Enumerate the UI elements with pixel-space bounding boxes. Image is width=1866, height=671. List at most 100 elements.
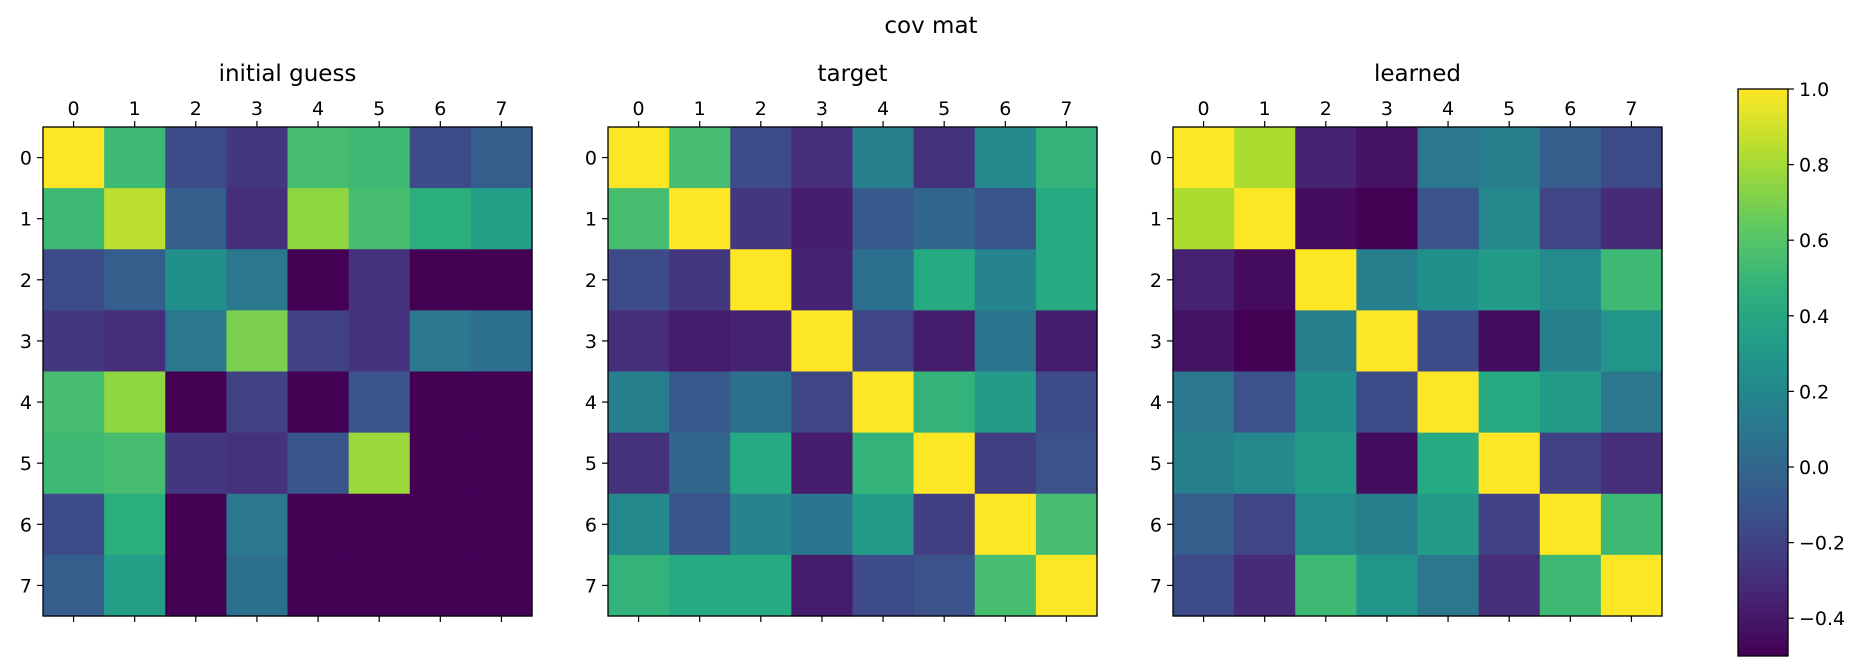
heatmap-cell <box>1173 188 1235 250</box>
heatmap-cell <box>348 493 411 556</box>
panel-title: learned <box>1374 61 1461 87</box>
heatmap-cell <box>608 371 670 434</box>
heatmap-cell <box>287 554 350 617</box>
colorbar-tick-label: 1.0 <box>1799 79 1829 101</box>
heatmap-cell <box>669 432 731 495</box>
heatmap-cell <box>974 249 1037 311</box>
heatmap-cell <box>1035 310 1098 373</box>
heatmap-cell <box>348 371 411 434</box>
heatmap-cell <box>730 188 792 250</box>
heatmap-cell <box>287 432 350 495</box>
colorbar-frame <box>1737 88 1789 657</box>
heatmap-cell <box>1478 249 1541 311</box>
heatmap-cell <box>791 432 854 495</box>
figure-title: cov mat <box>884 13 977 39</box>
heatmap-cell <box>1417 127 1480 189</box>
heatmap-cell <box>974 127 1037 189</box>
heatmap-cell <box>1539 432 1602 495</box>
heatmap-cell <box>1173 249 1235 311</box>
heatmap-cell <box>43 432 105 495</box>
heatmap-cell <box>974 493 1037 556</box>
heatmap-cell <box>852 310 915 373</box>
heatmap-cell <box>1173 493 1235 556</box>
x-tick-label: 2 <box>1320 98 1332 120</box>
heatmap-cell <box>165 432 227 495</box>
x-tick-label: 5 <box>938 98 950 120</box>
heatmap-cell <box>913 188 976 250</box>
heatmap-cell <box>913 310 976 373</box>
heatmap-cell <box>104 371 166 434</box>
x-tick-label: 2 <box>190 98 202 120</box>
heatmap-cell <box>608 127 670 189</box>
heatmap-cell <box>974 554 1037 617</box>
heatmap-cell <box>974 432 1037 495</box>
heatmap-cell <box>1234 554 1296 617</box>
heatmap-cell <box>669 127 731 189</box>
heatmap-cell <box>1035 493 1098 556</box>
heatmap-cell <box>1478 432 1541 495</box>
heatmap-cell <box>470 310 533 373</box>
heatmap-cell <box>1035 432 1098 495</box>
y-tick-label: 1 <box>1150 209 1162 231</box>
heatmap-cell <box>409 493 472 556</box>
y-tick-label: 7 <box>20 575 32 597</box>
heatmap-cell <box>1035 371 1098 434</box>
heatmap-cell <box>1600 310 1663 373</box>
y-tick-label: 2 <box>1150 270 1162 292</box>
heatmap-cell <box>1234 188 1296 250</box>
heatmap-cell <box>1234 127 1296 189</box>
colorbar-gradient <box>1738 89 1788 656</box>
heatmap-cell <box>1478 371 1541 434</box>
heatmap-cell <box>608 493 670 556</box>
heatmap-cell <box>1295 310 1357 373</box>
x-tick-label: 6 <box>434 98 446 120</box>
heatmap-cell <box>409 371 472 434</box>
y-tick-label: 7 <box>1150 575 1162 597</box>
x-tick-label: 7 <box>495 98 507 120</box>
heatmap-cell <box>43 371 105 434</box>
heatmap-cell <box>1035 554 1098 617</box>
heatmap-cell <box>1173 554 1235 617</box>
heatmap-cell <box>1295 249 1357 311</box>
heatmap-cell <box>165 310 227 373</box>
heatmap-cell <box>730 371 792 434</box>
heatmap-cell <box>165 493 227 556</box>
heatmap-cell <box>165 554 227 617</box>
heatmap-cell <box>669 249 731 311</box>
colorbar-tick-label: −0.2 <box>1799 533 1845 555</box>
heatmap-panel: learned 0 1 2 3 4 5 6 7 0 1 2 3 4 5 6 7 <box>1150 61 1663 622</box>
heatmap-cell <box>974 188 1037 250</box>
heatmap-panel: initial guess 0 1 2 3 4 5 6 7 0 1 2 3 4 5 6 7 <box>20 61 533 622</box>
heatmap-cell <box>470 188 533 250</box>
heatmap-cell <box>104 310 166 373</box>
heatmap-cell <box>226 432 289 495</box>
x-tick-label: 1 <box>129 98 141 120</box>
heatmap-cell <box>348 127 411 189</box>
heatmap-cell <box>409 554 472 617</box>
heatmap-cell <box>852 554 915 617</box>
heatmap-cell <box>1234 249 1296 311</box>
heatmap-cell <box>730 249 792 311</box>
heatmap-cell <box>1035 127 1098 189</box>
y-tick-label: 3 <box>585 331 597 353</box>
heatmap-cell <box>470 127 533 189</box>
heatmap-cell <box>43 188 105 250</box>
x-tick-label: 2 <box>755 98 767 120</box>
heatmap-cell <box>104 493 166 556</box>
heatmap-cell <box>348 310 411 373</box>
heatmap-cell <box>913 127 976 189</box>
heatmap-cell <box>104 432 166 495</box>
heatmap-cell <box>791 188 854 250</box>
heatmap-cell <box>974 371 1037 434</box>
heatmap-cell <box>1600 493 1663 556</box>
heatmap-cell <box>287 188 350 250</box>
heatmap-cell <box>1234 371 1296 434</box>
heatmap-cell <box>1539 493 1602 556</box>
y-tick-label: 4 <box>20 392 32 414</box>
y-tick-label: 6 <box>585 514 597 536</box>
y-tick-label: 2 <box>20 270 32 292</box>
heatmap-cell <box>104 188 166 250</box>
heatmap-cell <box>669 554 731 617</box>
y-tick-label: 3 <box>20 331 32 353</box>
heatmap-cell <box>913 493 976 556</box>
